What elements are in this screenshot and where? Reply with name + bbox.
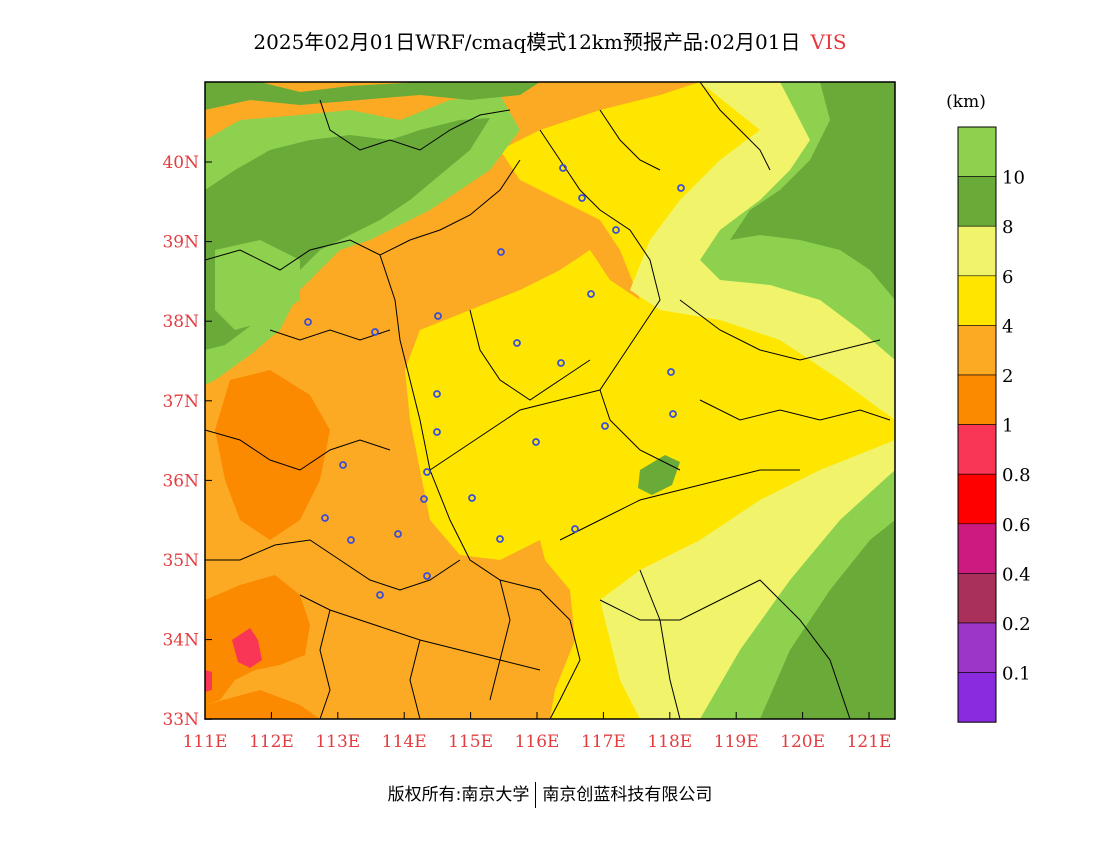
- x-tick-label: 120E: [780, 732, 825, 752]
- station-marker: [496, 535, 504, 543]
- colorbar-swatch: [957, 225, 997, 277]
- colorbar-swatch: [957, 622, 997, 673]
- colorbar-label: 0.1: [1002, 664, 1031, 685]
- colorbar-label: 4: [1002, 316, 1013, 337]
- footer-company: 南京创蓝科技有限公司: [542, 785, 713, 805]
- y-tick-label: 39N: [162, 233, 199, 253]
- station-marker: [571, 525, 579, 533]
- x-tick-label: 121E: [847, 732, 892, 752]
- field-darkorange-mid: [215, 370, 330, 540]
- colorbar-swatch: [957, 424, 997, 475]
- station-marker: [559, 164, 567, 172]
- x-tick-label: 117E: [581, 732, 626, 752]
- field-darkgreen-ne: [730, 82, 895, 300]
- footer-copyright: 版权所有:南京大学: [387, 785, 530, 805]
- station-marker: [669, 410, 677, 418]
- station-marker: [497, 248, 505, 256]
- colorbar-unit: (km): [946, 92, 986, 112]
- x-tick-label: 115E: [448, 732, 493, 752]
- x-tick-label: 113E: [315, 732, 360, 752]
- x-tick-label: 114E: [382, 732, 427, 752]
- field-red-edge: [205, 670, 212, 692]
- station-marker: [587, 290, 595, 298]
- colorbar-label: 10: [1002, 168, 1025, 189]
- station-marker: [557, 359, 565, 367]
- x-axis: 111E 112E 113E 114E 115E 116E 117E 118E 119E 120E…: [183, 712, 892, 752]
- colorbar-label: 0.2: [1002, 614, 1031, 635]
- y-axis: 40N 39N 38N 37N 36N 35N 34N 33N: [162, 153, 212, 730]
- colorbar-label: 1: [1002, 416, 1013, 437]
- station-marker: [578, 194, 586, 202]
- colorbar-swatch: [957, 473, 997, 525]
- field-red-spot: [232, 628, 262, 668]
- station-marker: [339, 461, 347, 469]
- station-marker: [394, 530, 402, 538]
- station-marker: [434, 312, 442, 320]
- colorbar-label: 8: [1002, 217, 1013, 238]
- station-marker: [677, 184, 685, 192]
- title-text: 2025年02月01日WRF/cmaq模式12km预报产品:02月01日: [253, 30, 801, 54]
- station-marker: [433, 428, 441, 436]
- y-tick-label: 37N: [162, 392, 199, 412]
- colorbar-swatch: [957, 176, 997, 227]
- station-marker: [601, 422, 609, 430]
- boundary-lines: [205, 82, 891, 719]
- station-marker: [420, 495, 428, 503]
- colorbar-label: 0.6: [1002, 515, 1031, 536]
- x-tick-label: 119E: [714, 732, 759, 752]
- field-darkorange-sw: [205, 575, 320, 719]
- station-marker: [532, 438, 540, 446]
- colorbar-swatch: [957, 573, 997, 624]
- colorbar-swatch: [957, 374, 997, 425]
- station-marker: [321, 514, 329, 522]
- colorbar-label: 0.4: [1002, 564, 1031, 585]
- x-tick-label: 116E: [515, 732, 560, 752]
- colorbar-label: 2: [1002, 366, 1013, 387]
- y-tick-label: 40N: [162, 153, 199, 173]
- colorbar: 10 8 6 4 2 1 0.8 0.6 0.4 0.2 0.1: [957, 126, 1031, 723]
- y-tick-label: 35N: [162, 551, 199, 571]
- colorbar-label: 0.8: [1002, 465, 1031, 486]
- station-marker: [376, 591, 384, 599]
- footer: 版权所有:南京大学 南京创蓝科技有限公司: [0, 780, 1100, 808]
- x-tick-label: 112E: [249, 732, 294, 752]
- colorbar-frame: [957, 126, 997, 723]
- y-tick-label: 34N: [162, 631, 199, 651]
- map-fill-layer: [205, 82, 895, 719]
- colorbar-swatch: [957, 523, 997, 574]
- footer-separator: [535, 782, 537, 808]
- station-marker: [433, 390, 441, 398]
- map-title: 2025年02月01日WRF/cmaq模式12km预报产品:02月01日 VIS: [0, 26, 1100, 55]
- variable-label: VIS: [810, 30, 847, 54]
- station-markers: [304, 164, 685, 599]
- field-darkgreen-se: [760, 520, 895, 719]
- station-marker: [371, 328, 379, 336]
- station-marker: [612, 226, 620, 234]
- station-marker: [667, 368, 675, 376]
- y-tick-label: 36N: [162, 471, 199, 491]
- colorbar-swatch: [957, 126, 997, 177]
- colorbar-label: 6: [1002, 267, 1013, 288]
- station-marker: [423, 572, 431, 580]
- y-tick-label: 38N: [162, 312, 199, 332]
- station-marker: [347, 536, 355, 544]
- station-marker: [304, 318, 312, 326]
- colorbar-swatch: [957, 275, 997, 326]
- field-darkgreen-top: [205, 82, 540, 110]
- station-marker: [513, 339, 521, 347]
- station-marker: [468, 494, 476, 502]
- x-tick-label: 118E: [647, 732, 692, 752]
- field-green-wuhai: [215, 240, 300, 330]
- colorbar-swatch: [957, 672, 997, 723]
- station-marker: [423, 468, 431, 476]
- x-tick-label: 111E: [183, 732, 228, 752]
- colorbar-swatch: [957, 325, 997, 376]
- y-tick-label: 33N: [162, 710, 199, 730]
